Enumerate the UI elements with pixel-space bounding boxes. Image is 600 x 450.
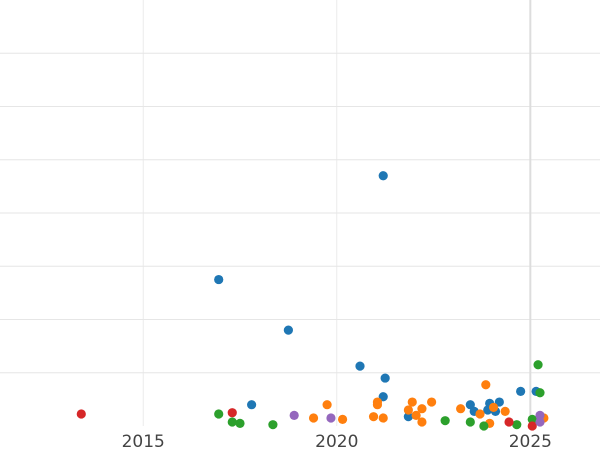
data-points <box>76 171 549 431</box>
data-point-s2-4 <box>440 416 450 426</box>
data-point-s1-10 <box>417 404 427 414</box>
data-point-s1-9 <box>411 410 421 420</box>
data-point-s0-8 <box>465 400 475 410</box>
data-point-s1-12 <box>427 397 437 407</box>
data-point-s4-0 <box>289 410 299 420</box>
data-point-s1-0 <box>322 400 332 410</box>
data-point-s0-6 <box>247 400 257 410</box>
x-tick-label-0: 2015 <box>122 432 165 450</box>
data-point-s0-4 <box>380 373 390 383</box>
data-point-s0-7 <box>403 412 413 422</box>
data-point-s2-8 <box>527 414 537 424</box>
data-point-s1-15 <box>481 380 491 390</box>
data-point-s1-2 <box>337 414 348 424</box>
data-point-s1-7 <box>403 405 413 415</box>
data-point-s0-5 <box>378 392 388 402</box>
data-point-s3-3 <box>527 421 537 431</box>
data-point-s1-14 <box>475 409 485 419</box>
data-point-s2-10 <box>535 388 545 398</box>
data-point-s1-1 <box>308 413 319 423</box>
data-point-s1-6 <box>378 413 388 423</box>
data-point-s1-18 <box>500 406 510 416</box>
data-point-s4-1 <box>326 413 336 423</box>
data-point-s1-11 <box>417 417 427 427</box>
data-point-s0-14 <box>516 386 526 396</box>
data-point-s3-0 <box>76 409 86 419</box>
data-point-s1-8 <box>407 397 417 407</box>
data-point-s1-17 <box>488 402 499 412</box>
data-point-s0-1 <box>214 274 224 285</box>
x-tick-label-2: 2025 <box>509 432 552 450</box>
data-point-s0-13 <box>494 397 504 407</box>
data-point-s2-7 <box>512 420 522 430</box>
data-point-s3-2 <box>504 417 514 427</box>
data-point-s2-1 <box>227 417 237 427</box>
data-point-s0-0 <box>378 171 388 181</box>
grid-lines <box>0 0 600 426</box>
data-point-s2-6 <box>479 421 489 431</box>
x-axis-tick-labels: 2015 2020 2025 <box>122 432 552 450</box>
x-tick-label-1: 2020 <box>315 432 358 450</box>
data-point-s4-3 <box>535 417 545 427</box>
data-point-s2-9 <box>533 360 543 370</box>
data-point-s2-3 <box>268 420 278 430</box>
data-point-s4-2 <box>535 410 545 420</box>
data-point-s2-5 <box>465 417 475 427</box>
data-point-s2-0 <box>214 409 224 419</box>
data-point-s1-13 <box>456 404 466 414</box>
data-point-s2-2 <box>235 418 245 428</box>
data-point-s1-5 <box>368 412 379 422</box>
data-point-s0-3 <box>355 361 365 371</box>
data-point-s0-2 <box>283 325 293 335</box>
data-point-s1-4 <box>372 400 383 410</box>
data-point-s3-1 <box>227 408 237 418</box>
